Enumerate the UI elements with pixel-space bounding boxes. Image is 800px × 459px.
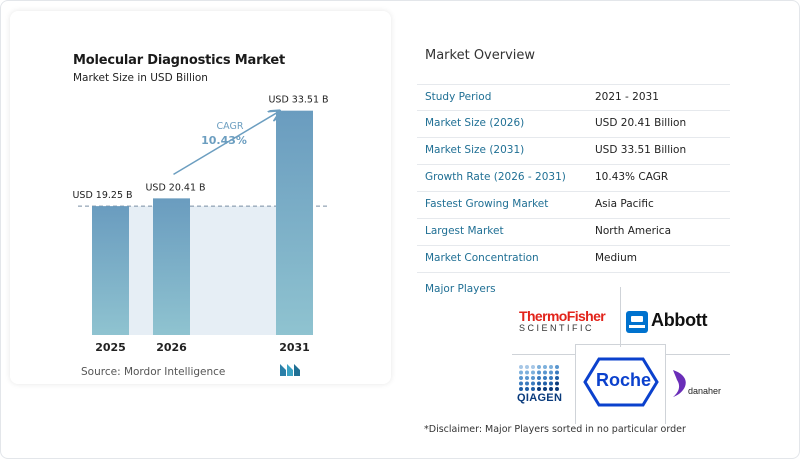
qiagen-dot	[555, 387, 559, 391]
thermofisher-logo-subtitle: SCIENTIFIC	[519, 323, 595, 333]
overview-row: Market Size (2026) USD 20.41 Billion	[417, 111, 730, 138]
overview-row: Market Size (2031) USD 33.51 Billion	[417, 138, 730, 165]
qiagen-dot	[531, 381, 535, 386]
logo-divider	[575, 344, 665, 345]
qiagen-dot	[549, 387, 553, 391]
cagr-label: CAGR	[217, 121, 244, 132]
overview-value: Medium	[595, 252, 637, 264]
qiagen-dot	[543, 365, 547, 369]
thermofisher-logo: ThermoFisher SCIENTIFIC	[519, 308, 606, 334]
logo-divider	[665, 354, 730, 355]
logo-divider	[620, 287, 621, 347]
qiagen-dot	[531, 387, 535, 391]
roche-hexagon-icon	[583, 357, 659, 407]
qiagen-dot	[543, 387, 547, 391]
mordor-logo-icon	[280, 364, 300, 376]
qiagen-dot	[537, 376, 541, 380]
overview-value: 2021 - 2031	[595, 91, 659, 103]
roche-logo-wordmark: Roche	[596, 370, 652, 390]
qiagen-dot	[537, 365, 541, 369]
qiagen-dot	[519, 381, 523, 386]
qiagen-dot	[555, 381, 559, 386]
qiagen-dot	[525, 370, 529, 375]
overview-label: Market Size (2026)	[425, 117, 525, 129]
overview-value: Asia Pacific	[595, 198, 654, 210]
qiagen-dot	[543, 376, 547, 380]
qiagen-dot	[525, 381, 529, 386]
qiagen-dot	[549, 376, 553, 380]
qiagen-dot	[537, 370, 541, 375]
qiagen-dot	[555, 376, 559, 380]
abbott-a-icon	[626, 311, 648, 333]
qiagen-dots-icon	[519, 365, 559, 391]
qiagen-dot	[549, 370, 553, 375]
x-tick-label: 2026	[156, 341, 187, 354]
overview-row: Market Concentration Medium	[417, 246, 730, 273]
bar-value-label: USD 19.25 B	[72, 190, 132, 201]
source-text: Source: Mordor Intelligence	[81, 366, 226, 378]
bar-2025	[92, 206, 129, 335]
danaher-logo-wordmark: danaher	[688, 386, 722, 396]
overview-row: Largest Market North America	[417, 219, 730, 246]
overview-value: North America	[595, 225, 672, 237]
danaher-swoosh-icon	[673, 370, 686, 397]
qiagen-dot	[555, 370, 559, 375]
qiagen-dot	[525, 365, 529, 369]
x-tick-label: 2031	[279, 341, 310, 354]
qiagen-dot	[519, 387, 523, 391]
overview-title: Market Overview	[425, 48, 536, 63]
cagr-value: 10.43%	[201, 134, 247, 147]
overview-value: USD 20.41 Billion	[595, 117, 687, 129]
overview-label: Growth Rate (2026 - 2031)	[425, 171, 566, 183]
overview-label: Largest Market	[425, 225, 504, 237]
qiagen-dot	[525, 376, 529, 380]
bar-2026	[153, 198, 190, 335]
overview-row: Fastest Growing Market Asia Pacific	[417, 192, 730, 219]
qiagen-dot	[537, 381, 541, 386]
bar-value-label: USD 33.51 B	[268, 95, 328, 106]
qiagen-dot	[519, 365, 523, 369]
overview-label: Study Period	[425, 91, 492, 103]
qiagen-dot	[519, 376, 523, 380]
overview-value: 10.43% CAGR	[595, 171, 669, 183]
logo-divider	[665, 344, 666, 424]
overview-value: USD 33.51 Billion	[595, 144, 687, 156]
qiagen-logo-wordmark: QIAGEN	[517, 392, 563, 404]
qiagen-dot	[531, 365, 535, 369]
chart-title: Molecular Diagnostics Market	[73, 53, 286, 68]
cagr-arrow	[173, 113, 278, 176]
overview-row: Study Period 2021 - 2031	[417, 84, 730, 111]
logo-divider	[575, 344, 576, 424]
qiagen-dot	[549, 365, 553, 369]
qiagen-dot	[519, 370, 523, 375]
qiagen-dot	[555, 365, 559, 369]
overview-label: Fastest Growing Market	[425, 198, 549, 210]
abbott-logo-wordmark: Abbott	[651, 310, 708, 330]
x-tick-label: 2025	[95, 341, 126, 354]
overview-table: Study Period 2021 - 2031 Market Size (20…	[417, 84, 730, 273]
qiagen-dot	[531, 376, 535, 380]
qiagen-dot	[537, 387, 541, 391]
thermofisher-logo-wordmark: ThermoFisher	[519, 308, 606, 324]
overview-row: Growth Rate (2026 - 2031) 10.43% CAGR	[417, 165, 730, 192]
logo-divider	[512, 354, 575, 355]
qiagen-dot	[543, 370, 547, 375]
disclaimer-text: *Disclaimer: Major Players sorted in no …	[424, 424, 686, 435]
qiagen-dot	[549, 381, 553, 386]
major-players-label: Major Players	[425, 283, 496, 295]
overview-label: Market Size (2031)	[425, 144, 525, 156]
qiagen-dot	[543, 381, 547, 386]
bar-2031	[276, 110, 313, 336]
chart-subtitle: Market Size in USD Billion	[73, 72, 208, 84]
qiagen-dot	[525, 387, 529, 391]
bar-value-label: USD 20.41 B	[145, 182, 205, 193]
qiagen-dot	[531, 370, 535, 375]
overview-label: Market Concentration	[425, 252, 539, 264]
